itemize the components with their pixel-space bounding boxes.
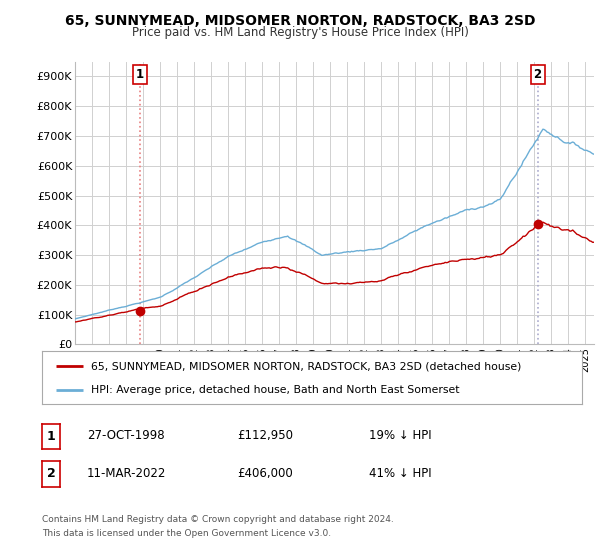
Text: 1: 1 <box>136 68 144 81</box>
Text: 65, SUNNYMEAD, MIDSOMER NORTON, RADSTOCK, BA3 2SD (detached house): 65, SUNNYMEAD, MIDSOMER NORTON, RADSTOCK… <box>91 361 521 371</box>
Text: 11-MAR-2022: 11-MAR-2022 <box>87 466 166 480</box>
Text: This data is licensed under the Open Government Licence v3.0.: This data is licensed under the Open Gov… <box>42 529 331 538</box>
Text: 19% ↓ HPI: 19% ↓ HPI <box>369 429 431 442</box>
Text: 27-OCT-1998: 27-OCT-1998 <box>87 429 164 442</box>
Text: 41% ↓ HPI: 41% ↓ HPI <box>369 466 431 480</box>
Text: Contains HM Land Registry data © Crown copyright and database right 2024.: Contains HM Land Registry data © Crown c… <box>42 515 394 524</box>
Text: 65, SUNNYMEAD, MIDSOMER NORTON, RADSTOCK, BA3 2SD: 65, SUNNYMEAD, MIDSOMER NORTON, RADSTOCK… <box>65 14 535 28</box>
Text: HPI: Average price, detached house, Bath and North East Somerset: HPI: Average price, detached house, Bath… <box>91 385 459 395</box>
Text: £406,000: £406,000 <box>237 466 293 480</box>
Text: 1: 1 <box>47 430 55 443</box>
Text: £112,950: £112,950 <box>237 429 293 442</box>
Text: 2: 2 <box>533 68 542 81</box>
Text: Price paid vs. HM Land Registry's House Price Index (HPI): Price paid vs. HM Land Registry's House … <box>131 26 469 39</box>
Text: 2: 2 <box>47 468 55 480</box>
